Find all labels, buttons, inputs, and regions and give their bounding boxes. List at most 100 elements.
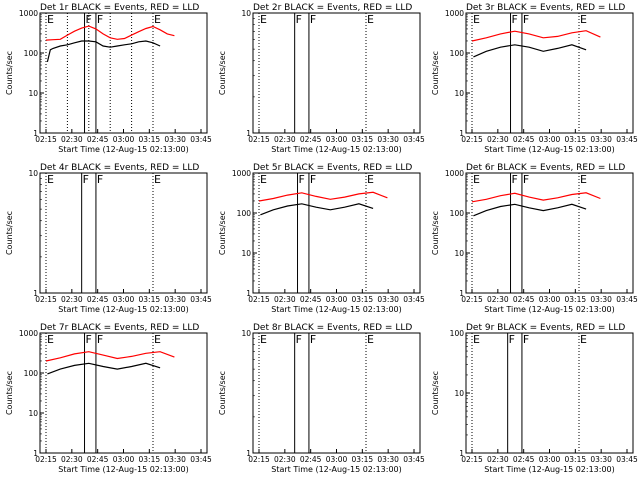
x-tick-label: 02:45 [513,135,535,144]
y-axis-label: Counts/sec [431,51,440,95]
x-tick-label: 02:15 [248,135,270,144]
series-line [473,203,587,217]
y-tick-label: 10 [28,409,38,418]
marker-label: E [154,13,161,26]
x-tick-label: 03:45 [616,135,638,144]
panel-6: Det 6r BLACK = Events, RED = LLD 1 10 100 10… [431,163,638,314]
y-tick-label: 100 [450,329,465,338]
series-line [258,191,388,202]
x-tick-label: 03:00 [539,455,561,464]
panel-title: Det 7r BLACK = Events, RED = LLD [40,323,199,333]
x-tick-label: 03:00 [539,295,561,304]
x-tick-label: 02:30 [274,295,296,304]
y-axis-label: Counts/sec [218,211,227,255]
y-tick-label: 10 [28,89,38,98]
x-axis-label: Start Time (12-Aug-15 02:13:00) [484,465,615,474]
y-tick-label: 10 [454,89,464,98]
marker-label: E [367,333,374,346]
panel-5: Det 5r BLACK = Events, RED = LLD 1 10 100 10… [218,163,425,314]
x-tick-label: 03:15 [565,455,587,464]
panel-title: Det 2r BLACK = Events, RED = LLD [253,3,412,13]
y-tick-label: 10 [28,169,38,178]
x-tick-label: 03:30 [377,295,399,304]
x-tick-label: 02:30 [274,455,296,464]
x-tick-label: 03:15 [565,295,587,304]
marker-label: F [512,13,518,26]
panel-title: Det 3r BLACK = Events, RED = LLD [466,3,625,13]
series-line [47,362,161,375]
x-tick-label: 02:30 [274,135,296,144]
marker-label: F [512,173,518,186]
y-tick-label: 100 [24,49,39,58]
x-tick-label: 03:00 [326,455,348,464]
x-tick-label: 02:45 [300,135,322,144]
x-tick-label: 02:15 [248,295,270,304]
y-tick-label: 10 [241,329,251,338]
marker-label: E [154,333,161,346]
y-tick-label: 1 [246,289,251,298]
x-axis-label: Start Time (12-Aug-15 02:13:00) [271,465,402,474]
x-tick-label: 03:30 [164,295,186,304]
x-tick-label: 02:30 [487,135,509,144]
x-tick-label: 02:45 [513,295,535,304]
x-tick-label: 02:30 [61,295,83,304]
y-axis-label: Counts/sec [218,371,227,415]
x-tick-label: 02:45 [87,135,109,144]
panel-title: Det 5r BLACK = Events, RED = LLD [253,163,412,173]
x-tick-label: 02:30 [487,295,509,304]
y-axis-label: Counts/sec [431,371,440,415]
y-tick-label: 100 [450,209,465,218]
x-tick-label: 02:45 [87,455,109,464]
panel-title: Det 6r BLACK = Events, RED = LLD [466,163,625,173]
y-tick-label: 1000 [445,9,464,18]
x-tick-label: 02:15 [461,295,483,304]
x-tick-label: 03:00 [326,135,348,144]
series-line [46,40,161,63]
plot-frame [465,332,634,454]
panel-2: Det 2r BLACK = Events, RED = LLD 1 10 02:15… [218,3,425,154]
x-tick-label: 03:15 [139,295,161,304]
y-tick-label: 10 [241,249,251,258]
x-axis-label: Start Time (12-Aug-15 02:13:00) [271,305,402,314]
y-tick-label: 1 [33,129,38,138]
x-tick-label: 02:45 [513,455,535,464]
marker-label: F [296,13,302,26]
panel-title: Det 9r BLACK = Events, RED = LLD [466,323,625,333]
y-tick-label: 1000 [19,9,38,18]
x-tick-label: 03:15 [139,135,161,144]
y-axis-label: Counts/sec [431,211,440,255]
panel-3: Det 3r BLACK = Events, RED = LLD 1 10 100 10… [431,3,638,154]
panel-title: Det 8r BLACK = Events, RED = LLD [253,323,412,333]
x-tick-label: 03:00 [326,295,348,304]
plot-frame [252,172,421,294]
x-tick-label: 02:15 [35,295,57,304]
x-tick-label: 03:45 [403,135,425,144]
marker-label: E [47,13,54,26]
series-line [471,30,601,42]
marker-label: E [580,173,587,186]
marker-label: F [86,333,92,346]
y-tick-label: 1000 [19,329,38,338]
x-tick-label: 02:15 [35,455,57,464]
series-line [45,25,175,41]
y-tick-label: 100 [450,49,465,58]
x-tick-label: 03:45 [190,295,212,304]
x-tick-label: 02:30 [487,455,509,464]
x-axis-label: Start Time (12-Aug-15 02:13:00) [58,465,189,474]
x-tick-label: 02:15 [461,455,483,464]
y-tick-label: 1 [33,449,38,458]
panel-7: Det 7r BLACK = Events, RED = LLD 1 10 100 10… [5,323,212,474]
y-axis-label: Counts/sec [218,51,227,95]
x-tick-label: 03:30 [590,135,612,144]
x-tick-label: 03:00 [539,135,561,144]
y-tick-label: 1 [459,289,464,298]
x-tick-label: 03:30 [377,135,399,144]
series-line [45,351,175,362]
x-axis-label: Start Time (12-Aug-15 02:13:00) [484,305,615,314]
y-tick-label: 1 [246,129,251,138]
marker-label: E [580,13,587,26]
x-tick-label: 02:45 [300,455,322,464]
x-tick-label: 03:45 [616,295,638,304]
